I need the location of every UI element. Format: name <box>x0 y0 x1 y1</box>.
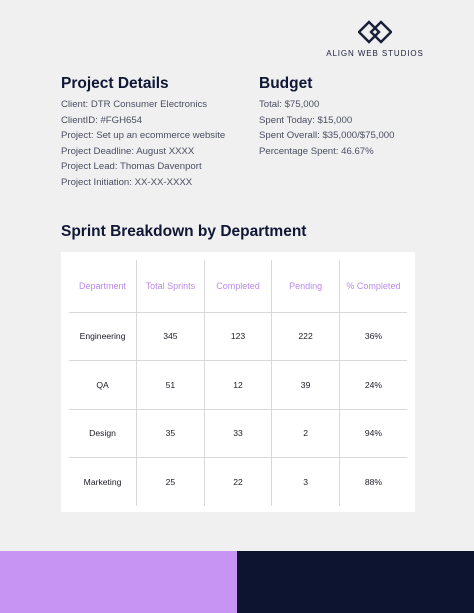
column-header-department: Department <box>79 280 127 291</box>
project-details-list: Client: DTR Consumer Electronics ClientI… <box>61 97 225 191</box>
cell-department: Engineering <box>69 311 137 361</box>
project-detail-client: Client: DTR Consumer Electronics <box>61 99 208 110</box>
project-detail-initiation: Project Initiation: XX-XX-XXXX <box>61 176 193 188</box>
cell-percent-completed: 36% <box>338 311 407 361</box>
cell-total-sprints: 25 <box>136 457 205 506</box>
sprint-table-card: Department Total Sprints Completed Pendi… <box>61 252 415 512</box>
cell-completed: 22 <box>203 457 272 506</box>
sprint-breakdown-title: Sprint Breakdown by Department <box>61 223 307 240</box>
budget-title: Budget <box>259 75 313 92</box>
cell-department: Marketing <box>69 457 137 506</box>
footer-accent-bar <box>0 551 237 613</box>
budget-percentage-spent: Percentage Spent: 46.67% <box>259 145 374 157</box>
column-header-completed: Completed <box>203 260 272 312</box>
table-header-row: Department Total Sprints Completed Pendi… <box>69 260 407 312</box>
column-header-pending: Pending <box>271 260 340 312</box>
brand-logo: ALIGN WEB STUDIOS <box>320 20 430 58</box>
cell-completed: 33 <box>203 408 272 458</box>
table-row: Design 35 33 2 94% <box>69 408 407 458</box>
column-header-total-sprints: Total Sprints <box>136 260 205 312</box>
table-row: Marketing 25 22 3 88% <box>69 457 407 506</box>
cell-total-sprints: 51 <box>136 360 205 409</box>
cell-department: Design <box>69 408 137 458</box>
cell-total-sprints: 345 <box>136 311 205 361</box>
cell-total-sprints: 35 <box>136 408 205 458</box>
cell-pending: 222 <box>271 311 340 361</box>
cell-pending: 3 <box>271 457 340 506</box>
budget-spent-overall: Spent Overall: $35,000/$75,000 <box>259 130 395 142</box>
cell-percent-completed: 94% <box>338 408 407 458</box>
project-detail-client-id: ClientID: #FGH654 <box>61 114 143 126</box>
sprint-table: Department Total Sprints Completed Pendi… <box>69 260 407 506</box>
project-detail-project: Project: Set up an ecommerce website <box>61 130 226 142</box>
footer-navy-bar <box>237 551 474 613</box>
interlocked-diamonds-icon <box>358 20 392 44</box>
budget-total: Total: $75,000 <box>259 99 320 110</box>
cell-pending: 39 <box>271 360 340 409</box>
table-row: QA 51 12 39 24% <box>69 360 407 409</box>
project-detail-deadline: Project Deadline: August XXXX <box>61 145 195 157</box>
cell-percent-completed: 24% <box>338 360 407 409</box>
table-row: Engineering 345 123 222 36% <box>69 311 407 361</box>
project-detail-lead: Project Lead: Thomas Davenport <box>61 161 202 173</box>
cell-department: QA <box>69 360 137 409</box>
cell-completed: 12 <box>203 360 272 409</box>
project-details-title: Project Details <box>61 75 169 92</box>
cell-completed: 123 <box>203 311 272 361</box>
cell-percent-completed: 88% <box>338 457 407 506</box>
budget-list: Total: $75,000 Spent Today: $15,000 Spen… <box>259 97 394 159</box>
budget-spent-today: Spent Today: $15,000 <box>259 114 353 126</box>
brand-name: ALIGN WEB STUDIOS <box>326 49 424 58</box>
column-header-percent-completed: % Completed <box>338 260 407 312</box>
cell-pending: 2 <box>271 408 340 458</box>
